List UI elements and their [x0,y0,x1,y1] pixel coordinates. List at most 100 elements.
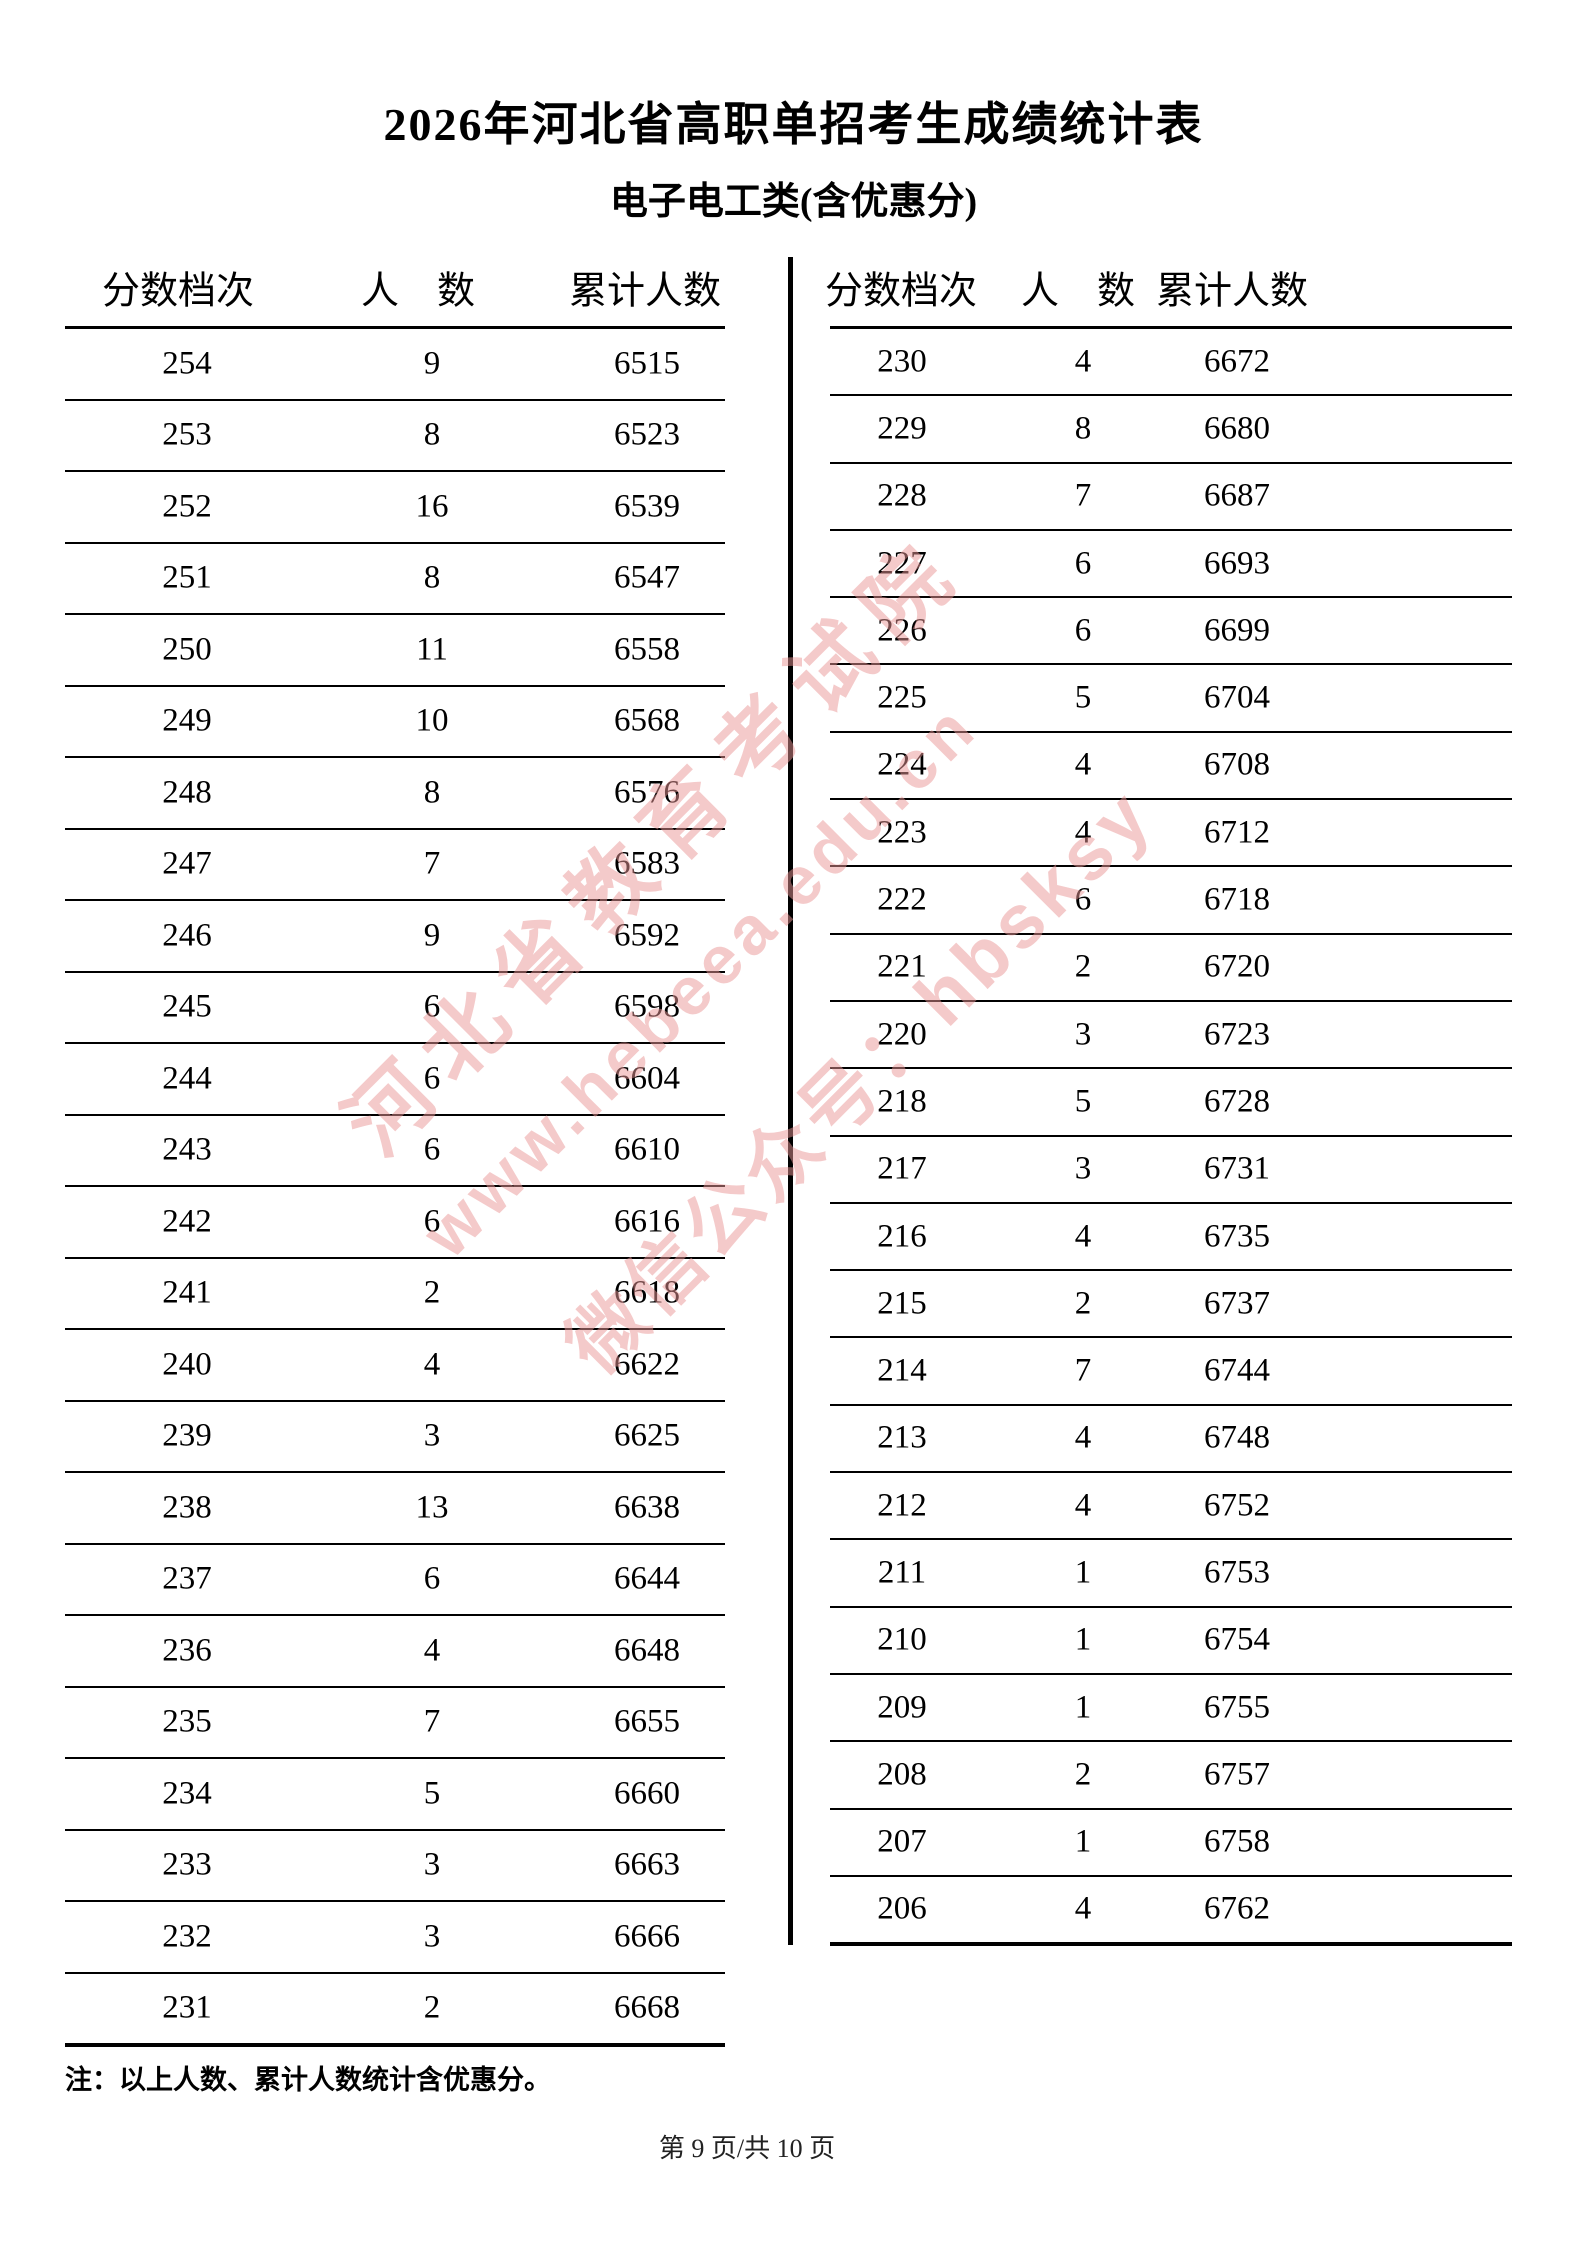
count-cell: 4 [1074,814,1092,851]
table-row: 222 6 6718 [830,867,1512,935]
table-row: 241 2 6618 [65,1259,725,1330]
cumulative-count-cell: 6699 [1204,612,1270,649]
score-level-cell: 213 [877,1419,927,1456]
count-cell: 2 [1074,948,1092,985]
table-row: 253 8 6523 [65,401,725,472]
table-row: 224 4 6708 [830,733,1512,801]
cumulative-count-cell: 6618 [614,1274,680,1311]
count-cell: 2 [1074,1285,1092,1322]
count-cell: 7 [1074,1352,1092,1389]
count-cell: 4 [1074,1419,1092,1456]
table-row: 232 3 6666 [65,1902,725,1974]
table-body: 230 4 6672 229 8 6680 228 7 6687 227 6 6693 226 6 6699… [830,329,1512,1947]
score-level-cell: 223 [877,814,927,851]
score-level-cell: 224 [877,746,927,783]
count-cell: 6 [1074,612,1092,649]
count-cell: 16 [415,488,449,525]
score-level-cell: 243 [162,1131,212,1168]
page-indicator: 第 9 页/共 10 页 [658,2134,836,2163]
table-row: 216 4 6735 [830,1204,1512,1272]
score-level-cell: 212 [877,1487,927,1524]
score-level-cell: 235 [162,1703,212,1740]
count-cell: 6 [1074,545,1092,582]
table-row: 239 3 6625 [65,1402,725,1473]
score-level-cell: 232 [162,1918,212,1955]
score-level-cell: 238 [162,1489,212,1526]
cumulative-count-cell: 6547 [614,559,680,596]
cumulative-count-cell: 6655 [614,1703,680,1740]
score-level-cell: 209 [877,1689,927,1726]
cumulative-count-cell: 6754 [1204,1621,1270,1658]
count-cell: 9 [423,917,441,954]
table-row: 230 4 6672 [830,329,1512,397]
score-level-cell: 210 [877,1621,927,1658]
table-row: 217 3 6731 [830,1137,1512,1204]
table-row: 245 6 6598 [65,973,725,1044]
count-cell: 4 [1074,343,1092,380]
count-cell: 3 [423,1846,441,1883]
table-row: 238 13 6638 [65,1473,725,1545]
score-table-right: 分数档次 人 数 累计人数 230 4 6672 229 8 6680 228 7 6687 22… [825,248,1512,1947]
table-row: 211 1 6753 [830,1540,1512,1608]
cumulative-count-cell: 6558 [614,631,680,668]
score-level-cell: 246 [162,917,212,954]
cumulative-count-cell: 6610 [614,1131,680,1168]
score-level-cell: 229 [877,410,927,447]
table-row: 250 11 6558 [65,615,725,687]
table-header-row: 分数档次 人 数 累计人数 [65,248,725,329]
score-level-cell: 228 [877,477,927,514]
cumulative-count-cell: 6744 [1204,1352,1270,1389]
score-level-cell: 244 [162,1060,212,1097]
score-level-cell: 234 [162,1775,212,1812]
cumulative-count-cell: 6762 [1204,1890,1270,1927]
count-cell: 6 [423,1060,441,1097]
score-level-cell: 253 [162,416,212,453]
score-level-cell: 241 [162,1274,212,1311]
count-cell: 4 [1074,1218,1092,1254]
cumulative-count-cell: 6663 [614,1846,680,1883]
table-row: 229 8 6680 [830,396,1512,464]
count-cell: 2 [423,1989,441,2026]
cumulative-count-cell: 6720 [1204,948,1270,985]
score-level-cell: 217 [877,1150,927,1187]
table-row: 220 3 6723 [830,1002,1512,1070]
cumulative-count-cell: 6737 [1204,1285,1270,1322]
table-row: 206 4 6762 [830,1877,1512,1947]
score-level-cell: 208 [877,1756,927,1793]
count-cell: 8 [423,559,441,596]
count-cell: 2 [1074,1756,1092,1793]
count-cell: 6 [423,1560,441,1597]
cumulative-count-cell: 6616 [614,1203,680,1240]
cumulative-count-cell: 6758 [1204,1823,1270,1860]
score-level-cell: 254 [162,345,212,382]
table-row: 242 6 6616 [65,1187,725,1259]
score-level-cell: 227 [877,545,927,582]
cumulative-count-cell: 6668 [614,1989,680,2026]
table-header-row: 分数档次 人 数 累计人数 [825,248,1512,329]
cumulative-count-cell: 6752 [1204,1487,1270,1524]
score-level-cell: 206 [877,1890,927,1927]
table-row: 218 5 6728 [830,1069,1512,1137]
cumulative-count-cell: 6638 [614,1489,680,1526]
column-header-count: 人 数 [1020,270,1136,313]
count-cell: 4 [1074,1890,1092,1927]
cumulative-count-cell: 6753 [1204,1554,1270,1591]
cumulative-count-cell: 6672 [1204,343,1270,380]
table-row: 207 1 6758 [830,1810,1512,1877]
cumulative-count-cell: 6712 [1204,814,1270,851]
table-row: 223 4 6712 [830,800,1512,868]
cumulative-count-cell: 6757 [1204,1756,1270,1793]
cumulative-count-cell: 6718 [1204,881,1270,918]
table-row: 234 5 6660 [65,1759,725,1831]
score-level-cell: 248 [162,774,212,811]
score-level-cell: 249 [162,702,212,739]
cumulative-count-cell: 6660 [614,1775,680,1812]
table-row: 215 2 6737 [830,1271,1512,1339]
table-row: 231 2 6668 [65,1974,725,2047]
count-cell: 1 [1074,1689,1092,1726]
column-header-score-level: 分数档次 [824,270,978,313]
score-level-cell: 237 [162,1560,212,1597]
cumulative-count-cell: 6592 [614,917,680,954]
count-cell: 5 [1074,679,1092,716]
